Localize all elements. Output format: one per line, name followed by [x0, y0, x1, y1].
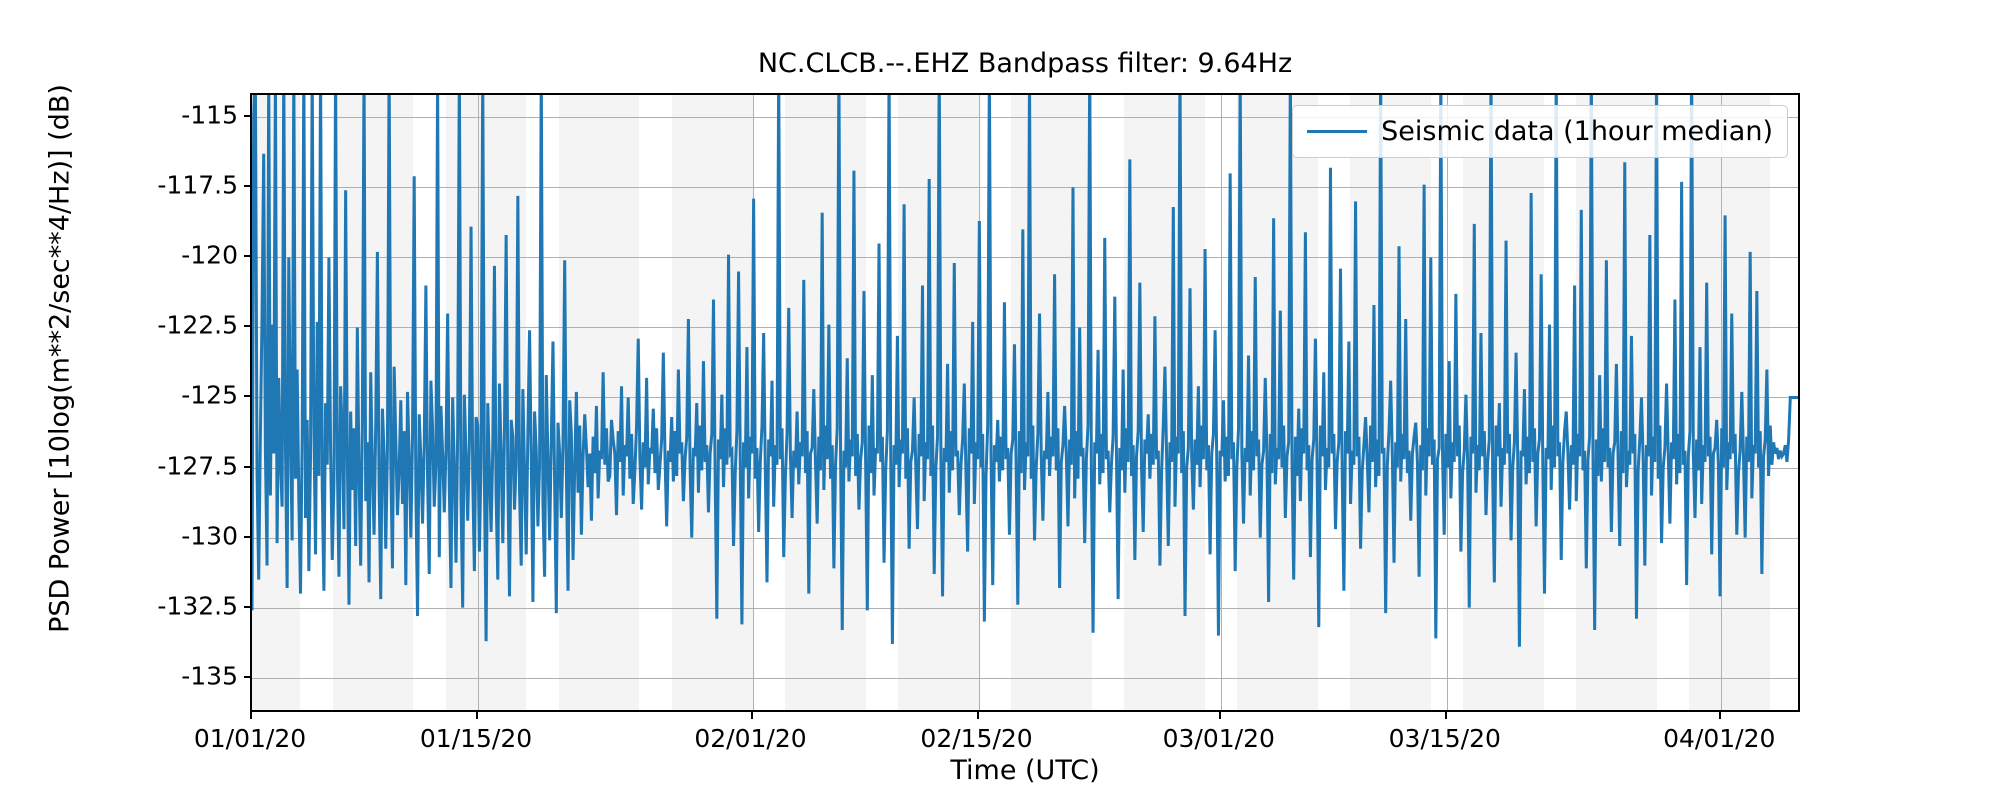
- y-axis-tick-mark: [244, 255, 251, 258]
- x-axis-tick-mark: [476, 712, 479, 719]
- horizontal-gridline: [252, 117, 1798, 119]
- y-axis-tick-mark: [244, 465, 251, 468]
- y-axis-tick-mark: [244, 535, 251, 538]
- horizontal-gridline: [252, 257, 1798, 259]
- y-axis-tick-mark: [244, 115, 251, 118]
- x-axis-tick-mark: [1218, 712, 1221, 719]
- x-axis-tick-mark: [250, 712, 252, 719]
- x-axis-tick-label: 03/15/20: [1388, 724, 1501, 753]
- seismic-data-line: [252, 95, 1798, 647]
- y-axis-tick-mark: [244, 325, 251, 328]
- y-axis-tick-mark: [244, 185, 251, 188]
- legend: Seismic data (1hour median): [1292, 105, 1788, 158]
- y-axis-tick-label: -132.5: [157, 591, 238, 621]
- y-axis-tick-label: -127.5: [157, 451, 238, 481]
- x-axis-tick-label: 02/15/20: [920, 724, 1033, 753]
- x-axis-tick-label: 04/01/20: [1663, 724, 1776, 753]
- y-axis-tick-label: -125: [181, 380, 238, 410]
- legend-line-swatch: [1307, 130, 1368, 133]
- x-axis-tick-mark: [750, 712, 753, 719]
- x-axis-tick-label: 02/01/20: [694, 724, 807, 753]
- horizontal-gridline: [252, 677, 1798, 679]
- vertical-gridline: [1220, 95, 1222, 710]
- horizontal-gridline: [252, 607, 1798, 609]
- x-axis-tick-mark: [1444, 712, 1447, 719]
- y-axis-tick-mark: [244, 395, 251, 398]
- y-axis-tick-labels: -115 -117.5 -120 -122.5 -125 -127.5 -130 -132.5…: [128, 93, 238, 712]
- y-axis-label: PSD Power [10log(m**2/sec**4/Hz)] (dB): [44, 84, 76, 633]
- horizontal-gridline: [252, 187, 1798, 189]
- y-axis-tick-label: -135: [181, 661, 238, 691]
- chart-title: NC.CLCB.--.EHZ Bandpass filter: 9.64Hz: [757, 48, 1293, 79]
- y-axis-tick-mark: [244, 605, 251, 608]
- x-axis-label: Time (UTC): [950, 755, 1100, 786]
- y-axis-tick-label: -122.5: [157, 310, 238, 340]
- x-axis-tick-label: 01/01/20: [193, 724, 307, 753]
- data-line-layer: [252, 95, 1798, 710]
- x-axis-tick-label: 01/15/20: [419, 724, 533, 753]
- y-axis-tick-mark: [244, 675, 251, 678]
- vertical-gridline: [1721, 95, 1723, 710]
- x-axis-tick-mark: [976, 712, 979, 719]
- x-axis-tick-labels: 01/01/20 01/15/20 02/01/20 02/15/20 03/01/20…: [194, 712, 1800, 762]
- vertical-gridline: [478, 95, 480, 710]
- weekday-shade-band: [558, 95, 640, 710]
- y-axis-tick-label: -130: [181, 521, 238, 551]
- plot-area: Seismic data (1hour median): [250, 93, 1800, 712]
- horizontal-gridline: [252, 537, 1798, 539]
- x-axis-tick-label: 03/01/20: [1162, 724, 1275, 753]
- y-axis-tick-label: -115: [181, 100, 238, 130]
- y-axis-tick-label: -120: [181, 240, 238, 270]
- y-axis-tick-label: -117.5: [157, 170, 238, 200]
- horizontal-gridline: [252, 327, 1798, 329]
- x-axis-tick-mark: [1719, 712, 1722, 719]
- legend-label: Seismic data (1hour median): [1381, 116, 1773, 147]
